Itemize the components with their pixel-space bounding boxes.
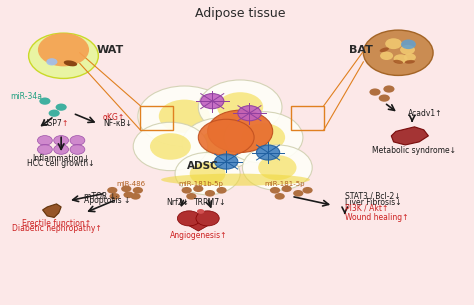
- Circle shape: [198, 80, 282, 135]
- Text: Apoptosis ↓: Apoptosis ↓: [84, 196, 131, 205]
- Circle shape: [109, 193, 120, 200]
- Text: ADSC: ADSC: [187, 161, 219, 171]
- Circle shape: [182, 118, 261, 169]
- Ellipse shape: [405, 60, 415, 64]
- Polygon shape: [180, 221, 217, 231]
- Circle shape: [39, 98, 50, 105]
- Circle shape: [217, 92, 263, 122]
- Circle shape: [121, 185, 131, 192]
- Polygon shape: [391, 127, 428, 145]
- Text: USP7: USP7: [43, 119, 62, 128]
- Circle shape: [383, 85, 394, 93]
- Circle shape: [215, 154, 238, 169]
- Text: miR-181b-5p: miR-181b-5p: [178, 181, 223, 187]
- Circle shape: [182, 187, 192, 194]
- Circle shape: [201, 94, 224, 109]
- Circle shape: [70, 145, 85, 154]
- Text: Inflammation↓: Inflammation↓: [32, 154, 90, 163]
- Circle shape: [198, 119, 254, 156]
- Circle shape: [150, 133, 191, 160]
- Circle shape: [49, 109, 60, 117]
- Text: miR-486: miR-486: [116, 181, 146, 187]
- Circle shape: [193, 185, 203, 192]
- Circle shape: [54, 145, 69, 154]
- Circle shape: [175, 152, 240, 195]
- Text: Angiogenesis↑: Angiogenesis↑: [170, 231, 227, 240]
- Text: NF-κB↓: NF-κB↓: [103, 119, 132, 128]
- Circle shape: [243, 145, 312, 190]
- Circle shape: [293, 190, 303, 197]
- Text: ↑: ↑: [61, 119, 67, 128]
- Polygon shape: [43, 204, 61, 217]
- Circle shape: [217, 187, 227, 194]
- Circle shape: [369, 88, 381, 96]
- Text: PI3K / Akt↑: PI3K / Akt↑: [345, 204, 388, 213]
- Text: Diabetic nephropathy↑: Diabetic nephropathy↑: [12, 224, 101, 232]
- Circle shape: [258, 155, 297, 180]
- Circle shape: [270, 187, 280, 194]
- Circle shape: [37, 136, 52, 145]
- Circle shape: [190, 162, 226, 185]
- Circle shape: [224, 112, 303, 163]
- Text: Adipose tissue: Adipose tissue: [195, 7, 285, 20]
- Circle shape: [70, 136, 85, 145]
- Text: STAT3 / Bcl-2↓: STAT3 / Bcl-2↓: [345, 192, 401, 201]
- Text: miR-34a: miR-34a: [10, 92, 42, 101]
- Circle shape: [379, 95, 390, 102]
- Text: αKG↑: αKG↑: [103, 113, 125, 122]
- Circle shape: [393, 54, 408, 63]
- Text: TRPM7↓: TRPM7↓: [194, 198, 226, 207]
- Circle shape: [256, 145, 280, 160]
- Text: mTOR ↓: mTOR ↓: [84, 192, 117, 201]
- Circle shape: [123, 192, 134, 198]
- Circle shape: [107, 187, 118, 194]
- Circle shape: [302, 187, 313, 194]
- Circle shape: [364, 30, 433, 75]
- Circle shape: [197, 209, 204, 214]
- Circle shape: [205, 190, 215, 197]
- Text: Wound healing↑: Wound healing↑: [345, 213, 408, 222]
- Circle shape: [385, 38, 402, 49]
- Text: Erectile function↑: Erectile function↑: [22, 219, 91, 228]
- Text: BAT: BAT: [349, 45, 373, 55]
- Circle shape: [138, 86, 231, 146]
- Circle shape: [404, 53, 416, 61]
- Text: Metabolic syndrome↓: Metabolic syndrome↓: [373, 146, 456, 156]
- Circle shape: [37, 145, 52, 154]
- Text: Nrf2↓: Nrf2↓: [166, 198, 189, 207]
- Circle shape: [200, 129, 243, 158]
- Circle shape: [242, 123, 285, 152]
- Circle shape: [159, 100, 210, 133]
- Text: miR-181-5p: miR-181-5p: [264, 181, 305, 187]
- Circle shape: [196, 211, 219, 226]
- Ellipse shape: [161, 174, 310, 186]
- Circle shape: [400, 45, 415, 55]
- Circle shape: [380, 52, 393, 60]
- Circle shape: [133, 187, 143, 194]
- Circle shape: [130, 193, 141, 200]
- Text: Liver Fibrosis↓: Liver Fibrosis↓: [345, 198, 401, 207]
- Circle shape: [208, 110, 273, 152]
- Ellipse shape: [393, 60, 403, 64]
- Circle shape: [28, 33, 98, 78]
- Ellipse shape: [380, 48, 389, 52]
- Circle shape: [55, 103, 67, 111]
- Circle shape: [177, 211, 201, 226]
- Text: Acadv1↑: Acadv1↑: [408, 109, 442, 118]
- Circle shape: [46, 58, 57, 66]
- Ellipse shape: [64, 60, 77, 66]
- Circle shape: [38, 33, 89, 66]
- Circle shape: [54, 136, 69, 145]
- Circle shape: [186, 193, 196, 200]
- Circle shape: [274, 193, 285, 200]
- Circle shape: [401, 39, 416, 49]
- Text: WAT: WAT: [96, 45, 124, 55]
- Circle shape: [282, 185, 292, 192]
- Text: HCC cell growth↓: HCC cell growth↓: [27, 159, 95, 167]
- Circle shape: [238, 106, 261, 121]
- Circle shape: [133, 122, 208, 170]
